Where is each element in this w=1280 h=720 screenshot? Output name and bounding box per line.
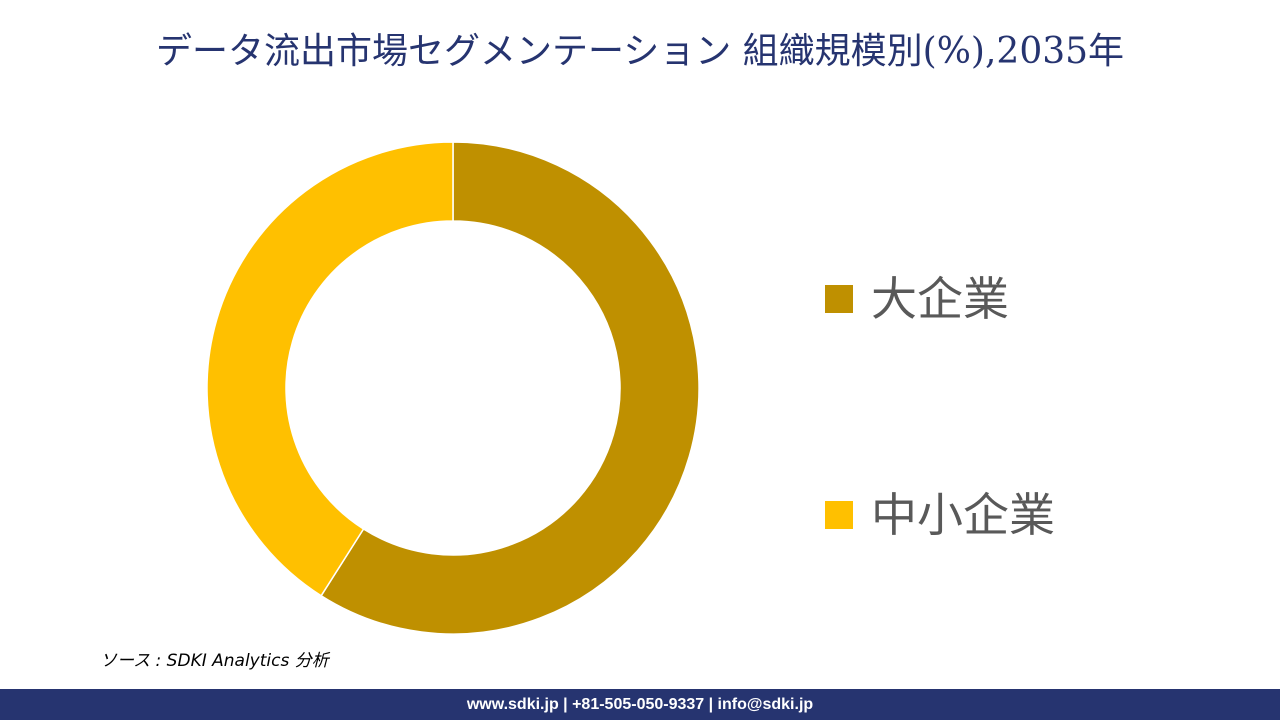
legend-label: 大企業 xyxy=(871,272,1009,326)
legend-swatch-icon xyxy=(825,285,853,313)
donut-slice-1 xyxy=(206,141,454,597)
donut-chart xyxy=(206,141,700,635)
chart-title: データ流出市場セグメンテーション 組織規模別(%),2035年 xyxy=(155,31,1125,72)
footer-contact: www.sdki.jp | +81-505-050-9337 | info@sd… xyxy=(466,695,814,713)
source-note: ソース : SDKI Analytics 分析 xyxy=(100,651,329,671)
legend-label: 中小企業 xyxy=(871,488,1055,542)
footer-bar: www.sdki.jp | +81-505-050-9337 | info@sd… xyxy=(0,689,1280,720)
legend-item-large-enterprise: 大企業 xyxy=(825,276,1009,322)
legend-item-sme: 中小企業 xyxy=(825,492,1055,538)
legend-swatch-icon xyxy=(825,501,853,529)
donut-slice-0 xyxy=(320,141,700,635)
chart-area: 大企業 中小企業 xyxy=(206,141,1055,635)
